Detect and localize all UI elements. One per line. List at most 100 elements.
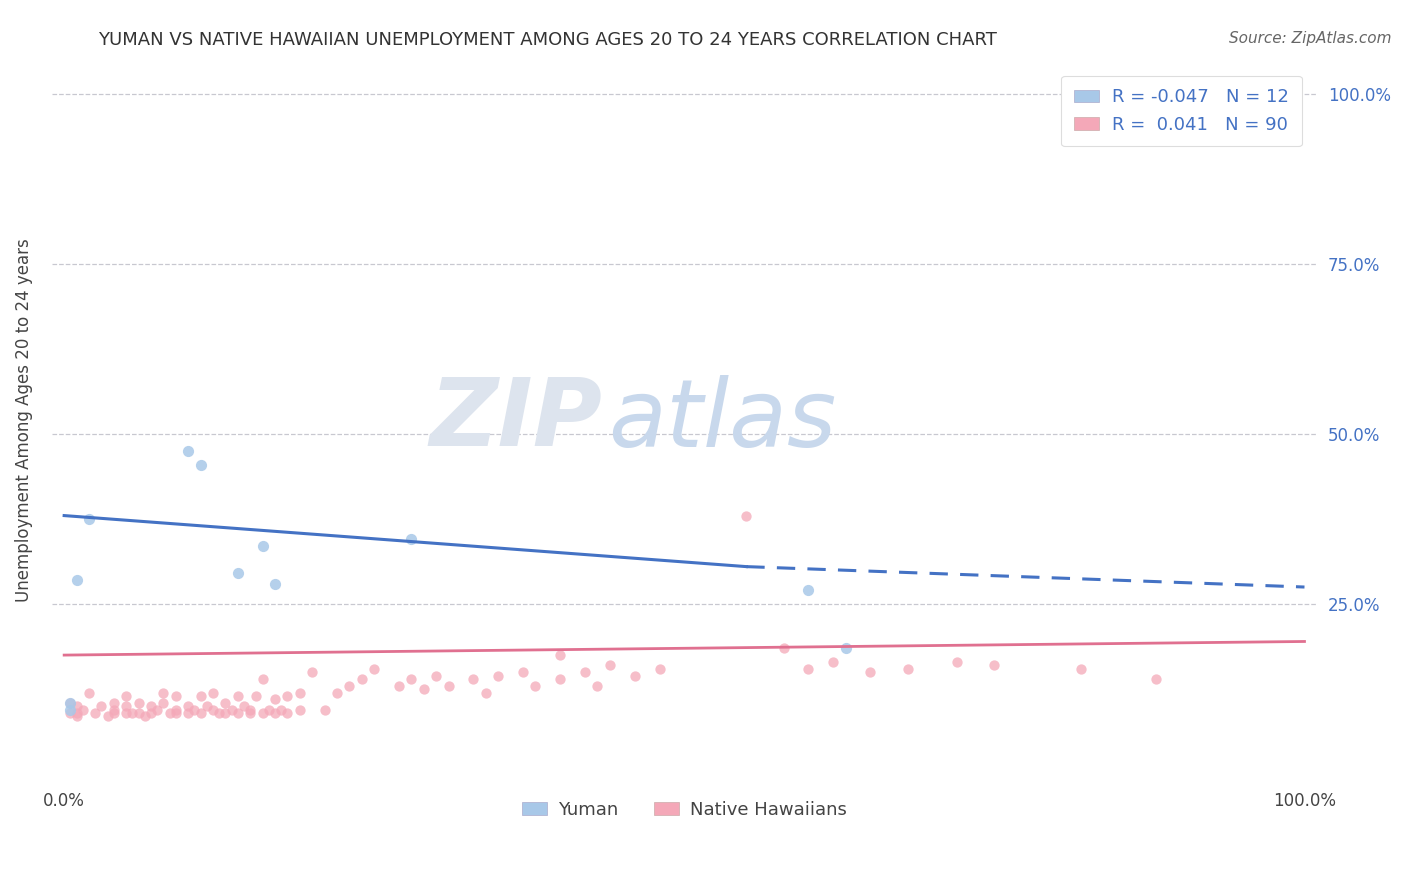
Point — [288, 702, 311, 716]
Point — [388, 679, 411, 693]
Point — [233, 699, 256, 714]
Point — [401, 533, 423, 547]
Point — [139, 706, 162, 720]
Point — [252, 539, 274, 553]
Point — [65, 706, 87, 720]
Point — [437, 679, 460, 693]
Point — [159, 706, 181, 720]
Point — [77, 685, 100, 699]
Point — [252, 706, 274, 720]
Point — [128, 706, 150, 720]
Point — [77, 512, 100, 526]
Point — [486, 668, 509, 682]
Y-axis label: Unemployment Among Ages 20 to 24 years: Unemployment Among Ages 20 to 24 years — [15, 238, 32, 602]
Point — [264, 692, 287, 706]
Point — [301, 665, 323, 679]
Point — [152, 685, 174, 699]
Point — [214, 706, 236, 720]
Point — [183, 702, 205, 716]
Point — [115, 699, 138, 714]
Point — [103, 702, 125, 716]
Point — [276, 689, 298, 703]
Point — [326, 685, 349, 699]
Point — [59, 706, 82, 720]
Point — [475, 685, 498, 699]
Point — [201, 702, 224, 716]
Point — [146, 702, 169, 716]
Point — [648, 662, 671, 676]
Point — [190, 458, 212, 472]
Point — [177, 699, 200, 714]
Point — [859, 665, 882, 679]
Point — [226, 706, 249, 720]
Point — [1070, 662, 1092, 676]
Point — [288, 685, 311, 699]
Text: Source: ZipAtlas.com: Source: ZipAtlas.com — [1229, 31, 1392, 46]
Point — [264, 706, 287, 720]
Point — [401, 672, 423, 686]
Point — [363, 662, 385, 676]
Point — [983, 658, 1005, 673]
Point — [245, 689, 267, 703]
Point — [264, 576, 287, 591]
Point — [59, 702, 82, 716]
Point — [1144, 672, 1167, 686]
Point — [276, 706, 298, 720]
Point — [270, 702, 292, 716]
Text: YUMAN VS NATIVE HAWAIIAN UNEMPLOYMENT AMONG AGES 20 TO 24 YEARS CORRELATION CHAR: YUMAN VS NATIVE HAWAIIAN UNEMPLOYMENT AM… — [98, 31, 997, 49]
Point — [823, 655, 845, 669]
Point — [834, 641, 856, 656]
Point — [139, 699, 162, 714]
Text: atlas: atlas — [609, 375, 837, 466]
Point — [65, 699, 87, 714]
Point — [797, 583, 820, 598]
Text: ZIP: ZIP — [429, 375, 602, 467]
Point — [208, 706, 231, 720]
Point — [190, 706, 212, 720]
Point — [548, 648, 571, 662]
Point — [165, 689, 187, 703]
Point — [314, 702, 336, 716]
Point — [257, 702, 280, 716]
Point — [252, 672, 274, 686]
Point — [897, 662, 920, 676]
Point — [221, 702, 243, 716]
Point — [177, 444, 200, 458]
Point — [103, 706, 125, 720]
Point — [599, 658, 621, 673]
Point — [97, 709, 120, 723]
Point — [115, 689, 138, 703]
Point — [574, 665, 596, 679]
Point — [350, 672, 373, 686]
Point — [121, 706, 143, 720]
Point — [548, 672, 571, 686]
Point — [165, 706, 187, 720]
Point — [190, 689, 212, 703]
Point — [214, 696, 236, 710]
Point — [425, 668, 447, 682]
Point — [72, 702, 94, 716]
Point — [463, 672, 485, 686]
Point — [586, 679, 609, 693]
Point — [412, 682, 434, 697]
Point — [165, 702, 187, 716]
Point — [797, 662, 820, 676]
Point — [128, 696, 150, 710]
Point — [512, 665, 534, 679]
Point — [84, 706, 107, 720]
Legend: Yuman, Native Hawaiians: Yuman, Native Hawaiians — [515, 794, 855, 826]
Point — [226, 689, 249, 703]
Point — [59, 696, 82, 710]
Point — [735, 508, 758, 523]
Point — [239, 706, 262, 720]
Point — [152, 696, 174, 710]
Point — [623, 668, 645, 682]
Point — [65, 573, 87, 587]
Point — [946, 655, 969, 669]
Point — [201, 685, 224, 699]
Point — [59, 696, 82, 710]
Point — [195, 699, 218, 714]
Point — [90, 699, 112, 714]
Point — [134, 709, 156, 723]
Point — [339, 679, 361, 693]
